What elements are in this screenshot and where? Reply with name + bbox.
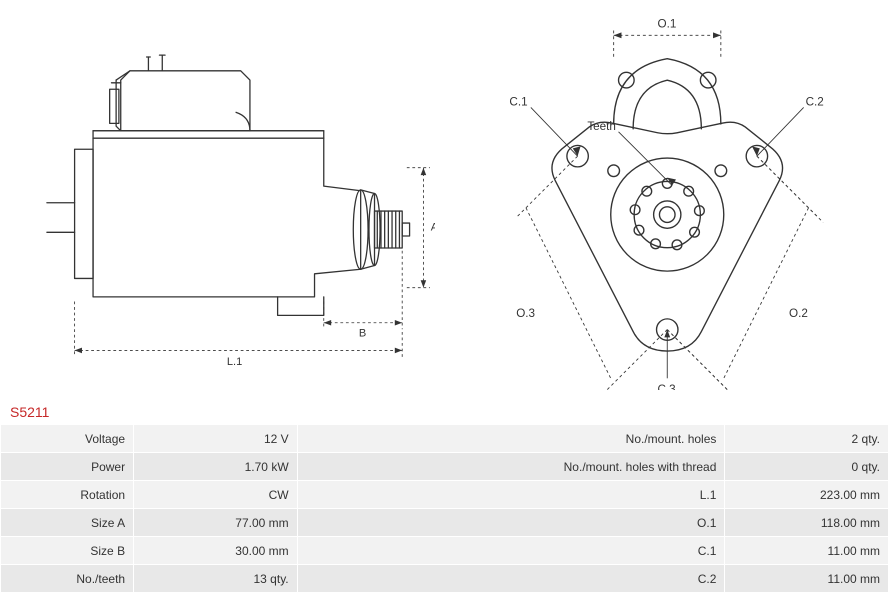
dim-label-o2: O.2 bbox=[789, 307, 808, 320]
spec-value: CW bbox=[134, 481, 297, 508]
dim-label-o1: O.1 bbox=[657, 18, 676, 31]
dim-label-teeth: Teeth bbox=[587, 120, 616, 133]
side-view-svg: A B L.1 bbox=[10, 10, 435, 390]
spec-value: 1.70 kW bbox=[134, 453, 297, 480]
spec-value: 0 qty. bbox=[725, 453, 888, 480]
spec-label: No./teeth bbox=[1, 565, 133, 592]
dim-label-c2: C.2 bbox=[805, 95, 823, 108]
spec-value: 118.00 mm bbox=[725, 509, 888, 536]
diagram-area: A B L.1 bbox=[0, 0, 889, 400]
spec-row: Size B30.00 mmC.111.00 mm bbox=[1, 537, 888, 564]
spec-row: Power1.70 kWNo./mount. holes with thread… bbox=[1, 453, 888, 480]
diagram-side-view: A B L.1 bbox=[10, 10, 435, 390]
dim-label-a: A bbox=[431, 221, 435, 233]
dim-label-b: B bbox=[359, 328, 366, 340]
spec-label: No./mount. holes bbox=[298, 425, 725, 452]
spec-label: C.1 bbox=[298, 537, 725, 564]
dim-label-l1: L.1 bbox=[227, 356, 242, 368]
spec-label: Rotation bbox=[1, 481, 133, 508]
spec-label: No./mount. holes with thread bbox=[298, 453, 725, 480]
spec-label: L.1 bbox=[298, 481, 725, 508]
front-view-svg: O.1 O.2 O.3 C.1 C.2 C.3 Teeth bbox=[455, 10, 880, 390]
spec-value: 77.00 mm bbox=[134, 509, 297, 536]
spec-value: 11.00 mm bbox=[725, 565, 888, 592]
dim-label-o3: O.3 bbox=[516, 307, 535, 320]
dim-label-c1: C.1 bbox=[509, 95, 527, 108]
spec-label: Size B bbox=[1, 537, 133, 564]
spec-row: Voltage12 VNo./mount. holes2 qty. bbox=[1, 425, 888, 452]
spec-label: Voltage bbox=[1, 425, 133, 452]
spec-value: 30.00 mm bbox=[134, 537, 297, 564]
dim-label-c3: C.3 bbox=[657, 383, 675, 390]
spec-value: 2 qty. bbox=[725, 425, 888, 452]
spec-label: C.2 bbox=[298, 565, 725, 592]
spec-label: Size A bbox=[1, 509, 133, 536]
spec-value: 12 V bbox=[134, 425, 297, 452]
spec-row: Size A77.00 mmO.1118.00 mm bbox=[1, 509, 888, 536]
part-number: S5211 bbox=[0, 400, 889, 424]
spec-value: 11.00 mm bbox=[725, 537, 888, 564]
spec-row: No./teeth13 qty.C.211.00 mm bbox=[1, 565, 888, 592]
spec-label: O.1 bbox=[298, 509, 725, 536]
spec-table: Voltage12 VNo./mount. holes2 qty.Power1.… bbox=[0, 424, 889, 593]
spec-label: Power bbox=[1, 453, 133, 480]
diagram-front-view: O.1 O.2 O.3 C.1 C.2 C.3 Teeth bbox=[455, 10, 880, 390]
spec-value: 223.00 mm bbox=[725, 481, 888, 508]
spec-value: 13 qty. bbox=[134, 565, 297, 592]
spec-row: RotationCWL.1223.00 mm bbox=[1, 481, 888, 508]
